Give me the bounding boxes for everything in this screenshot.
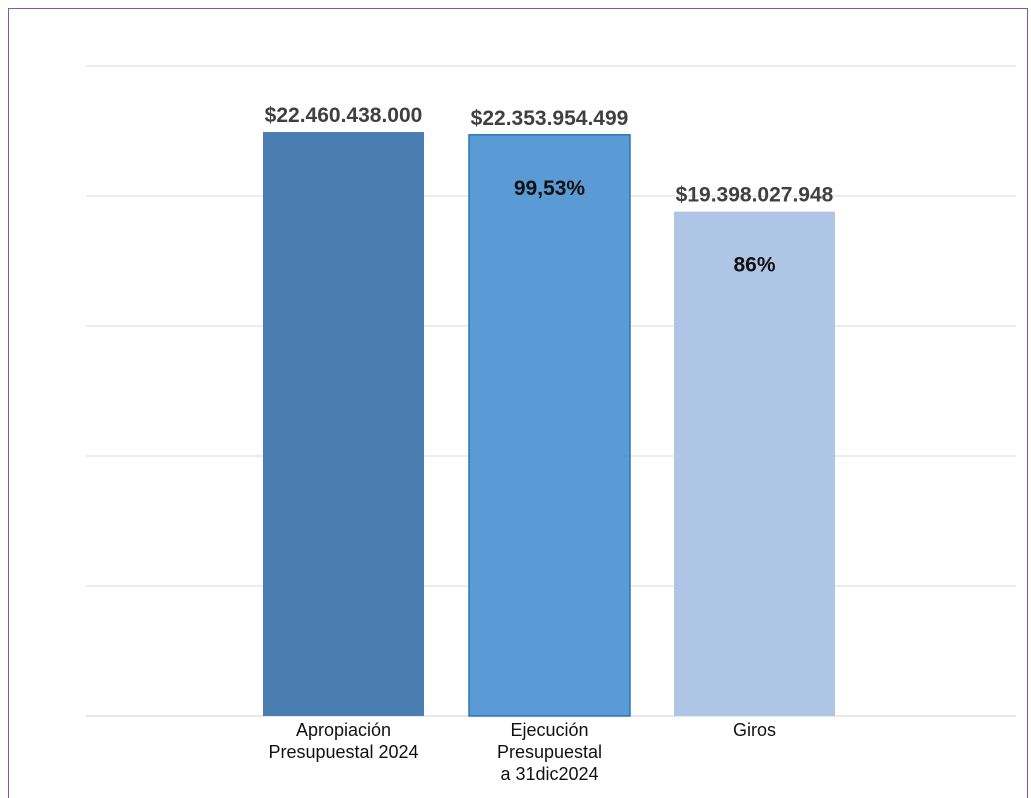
category-label: Presupuestal [497, 742, 602, 762]
category-label: Presupuestal 2024 [268, 742, 418, 762]
bar[interactable] [263, 132, 424, 716]
category-label: Apropiación [296, 720, 391, 740]
data-label: $19.398.027.948 [676, 184, 834, 207]
percent-label: 99,53% [514, 177, 586, 200]
data-label: $22.460.438.000 [265, 104, 423, 127]
category-label: a 31dic2024 [500, 764, 598, 784]
percent-label: 86% [733, 254, 775, 277]
bar[interactable] [674, 211, 835, 716]
bar[interactable] [468, 134, 631, 717]
category-label: Ejecución [510, 720, 588, 740]
data-label: $22.353.954.499 [471, 107, 629, 130]
category-label: Giros [733, 720, 776, 740]
